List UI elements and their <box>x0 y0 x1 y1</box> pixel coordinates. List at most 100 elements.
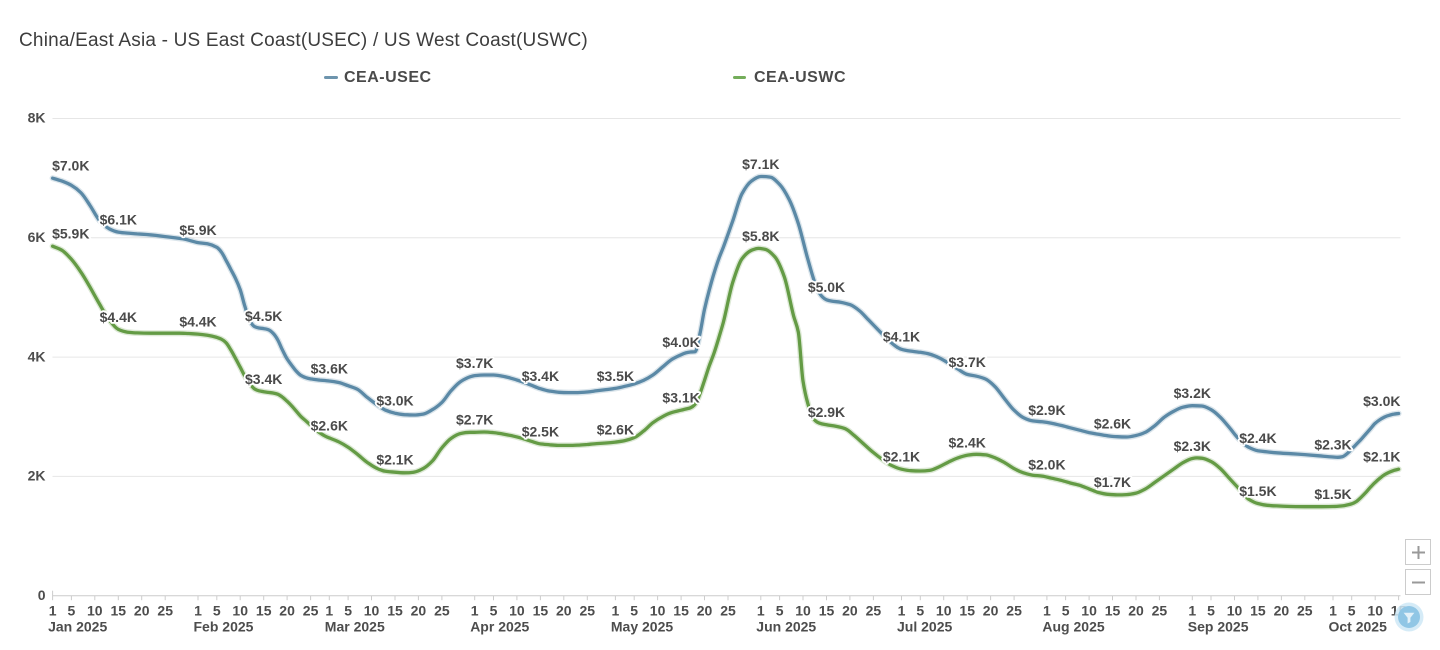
svg-text:20: 20 <box>983 603 999 619</box>
svg-text:$2.3K: $2.3K <box>1314 436 1351 452</box>
svg-text:15: 15 <box>533 603 549 619</box>
svg-text:$2.1K: $2.1K <box>376 452 413 468</box>
svg-text:5: 5 <box>1062 603 1070 619</box>
svg-text:25: 25 <box>1297 603 1313 619</box>
svg-text:$2.5K: $2.5K <box>522 423 559 439</box>
svg-text:$5.8K: $5.8K <box>742 228 779 244</box>
svg-text:25: 25 <box>157 603 173 619</box>
svg-text:Feb 2025: Feb 2025 <box>194 619 254 635</box>
svg-text:$2.9K: $2.9K <box>808 404 845 420</box>
svg-text:10: 10 <box>1227 603 1243 619</box>
svg-text:4K: 4K <box>28 348 46 364</box>
svg-text:5: 5 <box>630 603 638 619</box>
svg-text:25: 25 <box>303 603 319 619</box>
svg-text:10: 10 <box>650 603 666 619</box>
svg-text:1: 1 <box>757 603 765 619</box>
svg-text:Sep 2025: Sep 2025 <box>1188 619 1249 635</box>
svg-text:$6.1K: $6.1K <box>100 212 137 228</box>
svg-text:15: 15 <box>1250 603 1266 619</box>
svg-text:25: 25 <box>580 603 596 619</box>
svg-text:5: 5 <box>213 603 221 619</box>
svg-text:25: 25 <box>1152 603 1168 619</box>
svg-text:$4.0K: $4.0K <box>662 334 699 350</box>
svg-text:$5.9K: $5.9K <box>179 222 216 238</box>
svg-text:15: 15 <box>819 603 835 619</box>
svg-text:10: 10 <box>87 603 103 619</box>
svg-text:5: 5 <box>344 603 352 619</box>
svg-text:25: 25 <box>1006 603 1022 619</box>
svg-text:20: 20 <box>411 603 427 619</box>
svg-text:5: 5 <box>68 603 76 619</box>
svg-text:$2.9K: $2.9K <box>1028 402 1065 418</box>
svg-text:$7.1K: $7.1K <box>742 156 779 172</box>
svg-text:$1.5K: $1.5K <box>1314 486 1351 502</box>
svg-text:1: 1 <box>471 603 479 619</box>
svg-text:15: 15 <box>387 603 403 619</box>
svg-text:25: 25 <box>720 603 736 619</box>
svg-text:$2.6K: $2.6K <box>1094 416 1131 432</box>
svg-text:6K: 6K <box>28 229 46 245</box>
svg-text:$2.4K: $2.4K <box>949 435 986 451</box>
svg-text:15: 15 <box>111 603 127 619</box>
svg-text:Oct 2025: Oct 2025 <box>1329 619 1388 635</box>
svg-text:$7.0K: $7.0K <box>52 158 89 174</box>
svg-text:$3.5K: $3.5K <box>597 368 634 384</box>
svg-text:$3.0K: $3.0K <box>376 393 413 409</box>
svg-text:$2.4K: $2.4K <box>1239 430 1276 446</box>
svg-text:$3.6K: $3.6K <box>311 360 348 376</box>
svg-text:5: 5 <box>776 603 784 619</box>
svg-text:$3.1K: $3.1K <box>662 390 699 406</box>
svg-text:10: 10 <box>364 603 380 619</box>
svg-text:1: 1 <box>1329 603 1337 619</box>
svg-text:10: 10 <box>1081 603 1097 619</box>
svg-text:$4.4K: $4.4K <box>100 309 137 325</box>
svg-text:1: 1 <box>898 603 906 619</box>
svg-text:May 2025: May 2025 <box>611 619 673 635</box>
svg-text:1: 1 <box>325 603 333 619</box>
svg-text:1: 1 <box>194 603 202 619</box>
svg-text:25: 25 <box>866 603 882 619</box>
svg-text:$2.1K: $2.1K <box>1363 449 1400 465</box>
svg-text:20: 20 <box>279 603 295 619</box>
svg-text:10: 10 <box>509 603 525 619</box>
svg-text:20: 20 <box>1274 603 1290 619</box>
svg-text:25: 25 <box>434 603 450 619</box>
svg-text:20: 20 <box>1128 603 1144 619</box>
svg-text:1: 1 <box>1043 603 1051 619</box>
svg-text:$2.1K: $2.1K <box>883 449 920 465</box>
svg-text:$3.4K: $3.4K <box>522 368 559 384</box>
svg-text:15: 15 <box>256 603 272 619</box>
svg-text:$1.5K: $1.5K <box>1239 483 1276 499</box>
svg-text:15: 15 <box>673 603 689 619</box>
svg-text:5: 5 <box>1348 603 1356 619</box>
svg-text:$4.4K: $4.4K <box>179 314 216 330</box>
svg-text:15: 15 <box>959 603 975 619</box>
svg-text:20: 20 <box>697 603 713 619</box>
svg-text:$4.5K: $4.5K <box>245 308 282 324</box>
svg-text:$3.4K: $3.4K <box>245 371 282 387</box>
svg-text:2K: 2K <box>28 468 46 484</box>
svg-text:20: 20 <box>134 603 150 619</box>
svg-text:1: 1 <box>1188 603 1196 619</box>
svg-text:$5.9K: $5.9K <box>52 226 89 242</box>
svg-text:Jun 2025: Jun 2025 <box>756 619 816 635</box>
svg-text:$1.7K: $1.7K <box>1094 474 1131 490</box>
svg-text:$2.6K: $2.6K <box>311 417 348 433</box>
svg-text:Jan 2025: Jan 2025 <box>48 619 107 635</box>
svg-text:$2.6K: $2.6K <box>597 422 634 438</box>
svg-text:Mar 2025: Mar 2025 <box>325 619 385 635</box>
svg-text:8K: 8K <box>28 110 46 126</box>
svg-text:$3.2K: $3.2K <box>1174 385 1211 401</box>
svg-text:$2.0K: $2.0K <box>1028 457 1065 473</box>
svg-text:0: 0 <box>38 587 46 603</box>
svg-text:15: 15 <box>1105 603 1121 619</box>
svg-text:10: 10 <box>795 603 811 619</box>
svg-text:Jul 2025: Jul 2025 <box>897 619 952 635</box>
svg-text:1: 1 <box>612 603 620 619</box>
svg-text:5: 5 <box>490 603 498 619</box>
svg-text:$3.7K: $3.7K <box>456 355 493 371</box>
svg-text:$3.0K: $3.0K <box>1363 393 1400 409</box>
svg-text:10: 10 <box>936 603 952 619</box>
svg-text:10: 10 <box>232 603 248 619</box>
svg-text:$2.7K: $2.7K <box>456 412 493 428</box>
